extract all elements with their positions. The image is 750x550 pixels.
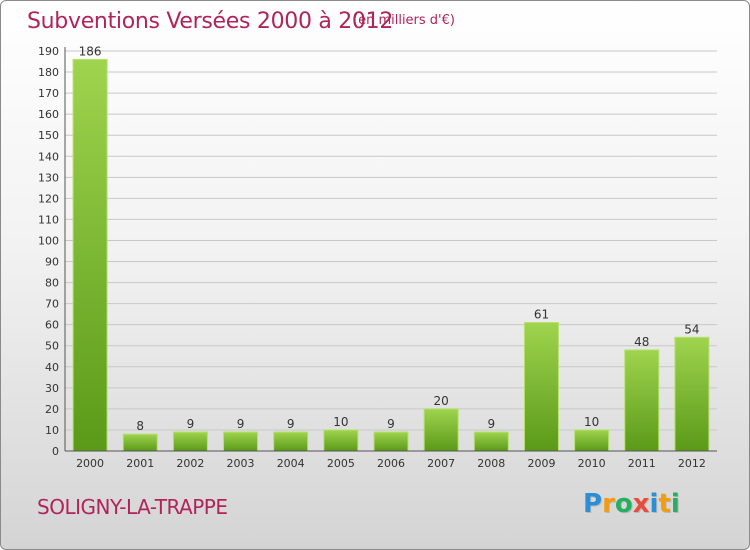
value-label: 10 <box>333 415 348 429</box>
logo-letter: i <box>649 489 659 519</box>
value-label: 54 <box>684 322 699 336</box>
x-tick-label: 2005 <box>327 457 355 470</box>
y-tick-label: 0 <box>52 445 59 458</box>
y-tick-label: 20 <box>45 403 59 416</box>
y-tick-label: 150 <box>38 129 59 142</box>
axes <box>64 47 717 452</box>
x-tick-label: 2003 <box>227 457 255 470</box>
grid-lines <box>65 50 717 452</box>
y-tick-label: 60 <box>45 319 59 332</box>
y-tick-label: 40 <box>45 361 59 374</box>
bar-2008 <box>473 431 509 452</box>
bar-2002 <box>172 431 208 452</box>
bar-2011 <box>624 349 660 452</box>
bar-2006 <box>373 431 409 452</box>
bar-2000 <box>72 58 108 452</box>
value-label: 20 <box>434 394 449 408</box>
logo-letter: i <box>670 489 680 519</box>
y-tick-label: 110 <box>38 213 59 226</box>
value-labels: 186 8 9 9 9 10 9 20 9 61 10 48 54 <box>79 44 700 433</box>
bar-2010 <box>574 429 610 452</box>
y-tick-label: 70 <box>45 298 59 311</box>
x-tick-label: 2008 <box>477 457 505 470</box>
y-tick-label: 100 <box>38 234 59 247</box>
y-tick-label: 30 <box>45 382 59 395</box>
bar-2001 <box>122 433 158 452</box>
logo-letter: o <box>614 489 633 519</box>
y-tick-label: 130 <box>38 171 59 184</box>
logo-letter: P <box>583 489 603 519</box>
x-tick-label: 2012 <box>678 457 706 470</box>
bar-2004 <box>273 431 309 452</box>
proxiti-logo: Proxiti <box>583 489 680 519</box>
x-tick-label: 2010 <box>578 457 606 470</box>
x-tick-label: 2004 <box>277 457 305 470</box>
value-label: 9 <box>387 417 395 431</box>
x-tick-labels: 2000 2001 2002 2003 2004 2005 2006 2007 2008 2009… <box>76 457 706 470</box>
bar-2005 <box>323 429 359 452</box>
logo-letter: r <box>602 489 615 519</box>
logo-letter: t <box>658 489 671 519</box>
bars <box>72 58 710 452</box>
bar-2007 <box>423 408 459 452</box>
bar-2009 <box>523 322 559 452</box>
y-tick-label: 90 <box>45 256 59 269</box>
y-tick-label: 170 <box>38 87 59 100</box>
value-label: 61 <box>534 308 549 322</box>
y-tick-label: 160 <box>38 108 59 121</box>
y-tick-label: 180 <box>38 66 59 79</box>
x-tick-label: 2000 <box>76 457 104 470</box>
location-name: SOLIGNY-LA-TRAPPE <box>37 495 228 519</box>
x-tick-label: 2001 <box>126 457 154 470</box>
value-label: 48 <box>634 335 649 349</box>
x-tick-label: 2009 <box>527 457 555 470</box>
bar-2003 <box>223 431 259 452</box>
y-tick-label: 120 <box>38 192 59 205</box>
value-label: 186 <box>79 44 102 58</box>
y-tick-label: 190 <box>38 45 59 58</box>
value-label: 9 <box>487 417 495 431</box>
y-tick-label: 50 <box>45 340 59 353</box>
x-tick-label: 2007 <box>427 457 455 470</box>
value-label: 9 <box>187 417 195 431</box>
x-tick-label: 2006 <box>377 457 405 470</box>
value-label: 9 <box>237 417 245 431</box>
y-tick-label: 10 <box>45 424 59 437</box>
y-tick-label: 80 <box>45 277 59 290</box>
bar-2012 <box>674 336 710 452</box>
y-tick-labels: 0 10 20 30 40 50 60 70 80 90 100 110 120 130 140 150 160… <box>38 45 59 458</box>
chart-subtitle: (en milliers d'€) <box>353 13 455 28</box>
value-label: 10 <box>584 415 599 429</box>
chart-title: Subventions Versées 2000 à 2012 <box>27 9 394 34</box>
value-label: 8 <box>136 419 144 433</box>
x-tick-label: 2011 <box>628 457 656 470</box>
y-tick-label: 140 <box>38 150 59 163</box>
logo-letter: x <box>632 489 650 519</box>
x-tick-label: 2002 <box>176 457 204 470</box>
value-label: 9 <box>287 417 295 431</box>
